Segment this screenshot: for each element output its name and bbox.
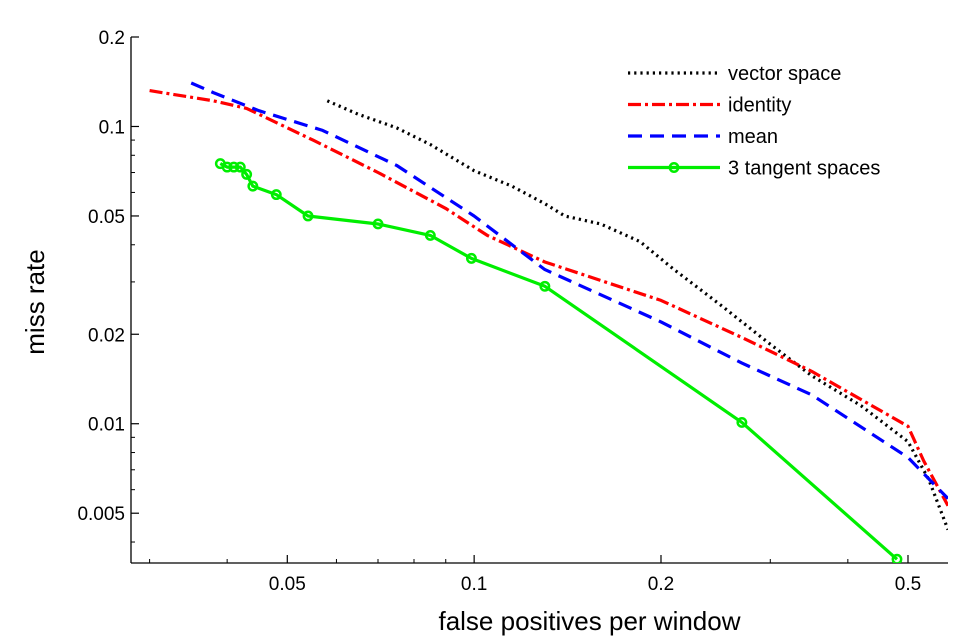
minor-ticks [131, 139, 849, 563]
x-tick-label: 0.1 [461, 574, 487, 595]
x-tick-label: 0.2 [648, 574, 674, 595]
y-tick-label: 0.1 [99, 117, 125, 138]
y-axis-label: miss rate [20, 249, 50, 354]
series-point [372, 218, 384, 230]
legend: vector space identity mean 3 tangent spaces [628, 63, 880, 180]
legend-label: mean [728, 126, 778, 148]
y-tick-label: 0.005 [77, 504, 125, 525]
series-point [234, 161, 246, 173]
series-point [302, 210, 314, 222]
series-point [891, 553, 903, 563]
series-point [241, 168, 253, 180]
series-point [247, 180, 259, 192]
x-ticks: 0.05 0.1 0.2 0.5 [269, 555, 921, 595]
x-tick-label: 0.5 [895, 574, 921, 595]
series-point [465, 252, 477, 264]
y-tick-label: 0.02 [88, 325, 125, 346]
series-point [270, 189, 282, 201]
series-point [221, 161, 233, 173]
y-tick-label: 0.05 [88, 207, 125, 228]
series-point [424, 229, 436, 241]
series-line-vector-space [326, 99, 948, 531]
series-point [736, 416, 748, 428]
series-line-mean [190, 81, 948, 500]
series-point [539, 280, 551, 292]
y-tick-label: 0.2 [99, 28, 125, 49]
legend-label: vector space [728, 63, 841, 85]
y-tick-label: 0.01 [88, 415, 125, 436]
series-line-identity [149, 89, 948, 507]
legend-label: 3 tangent spaces [728, 158, 880, 180]
legend-marker [668, 162, 680, 173]
legend-label: identity [728, 95, 791, 117]
series-point [228, 161, 240, 173]
x-tick-label: 0.05 [269, 574, 306, 595]
axes [130, 37, 948, 564]
series-layer [149, 81, 948, 563]
x-axis-label: false positives per window [438, 606, 740, 636]
y-ticks: 0.2 0.1 0.05 0.02 0.01 0.005 [77, 28, 139, 525]
